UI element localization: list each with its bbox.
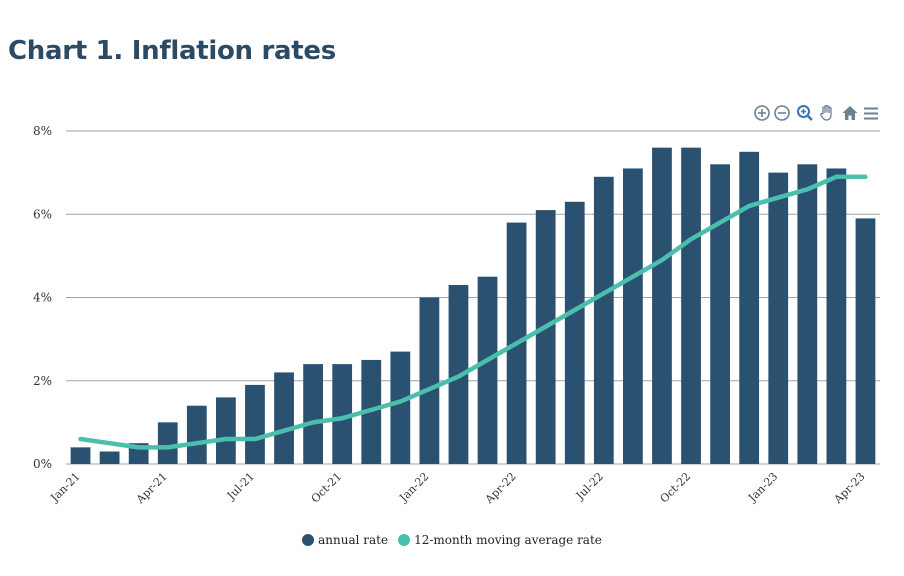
x-axis-ticks: Jan-21 Apr-21 Jul-21 Oct-21 Jan-22 Apr-22 Jul-… [47,470,867,507]
x-tick-label: Oct-22 [658,470,694,506]
bar [419,297,440,464]
y-axis-ticks: 0% 2% 4% 6% 8% [33,124,52,471]
line-series-moving-average [78,174,868,450]
bar [681,147,701,464]
home-reset-icon[interactable] [840,103,860,123]
bar [216,397,236,464]
bar [186,405,207,464]
menu-icon[interactable] [861,103,881,123]
legend-item-annual-rate[interactable]: annual rate [302,533,388,547]
bar [99,451,120,464]
bar [477,276,498,464]
bar [768,172,789,464]
x-tick-label: Jul-21 [224,470,257,503]
pan-hand-icon[interactable] [817,103,837,123]
bar [739,151,760,464]
chart-legend: annual rate 12-month moving average rate [0,533,904,547]
bar [274,372,294,464]
bar [710,164,730,465]
bar [593,176,614,464]
legend-marker-annual-rate [302,534,315,546]
legend-label-moving-average: 12-month moving average rate [414,533,602,547]
bar [245,384,265,464]
bar [157,422,178,464]
x-tick-label: Oct-21 [309,470,345,506]
x-tick-label: Apr-21 [133,470,170,507]
bar [332,364,353,464]
x-tick-label: Jan-22 [396,470,431,505]
zoom-out-icon[interactable] [772,103,792,123]
y-tick-label: 2% [33,374,52,388]
x-tick-label: Jul-22 [573,470,606,503]
x-tick-label: Jan-23 [745,470,780,505]
x-tick-label: Apr-22 [482,470,519,507]
bar [826,168,847,464]
bar [564,201,585,464]
bar [652,147,672,464]
bar [535,210,556,464]
bar [70,447,91,464]
bar [390,351,411,464]
inflation-chart: 0%2%4%6%8% Jan-21 Apr-21 Jul-21 Oct-21 Jan-2… [33,124,880,507]
y-tick-label: 0% [33,457,52,471]
bar [797,164,818,465]
bar [623,168,643,464]
legend-item-moving-average[interactable]: 12-month moving average rate [398,533,602,547]
y-tick-label: 8% [33,124,52,138]
y-tick-label: 6% [33,207,52,221]
x-tick-label: Jan-21 [47,470,82,505]
moving-average-line [78,174,868,450]
legend-label-annual-rate: annual rate [318,533,389,547]
chart-title: Chart 1. Inflation rates [8,36,336,66]
bar [303,364,323,464]
bar [855,218,876,464]
y-tick-label: 4% [33,291,52,305]
legend-marker-moving-average [398,534,411,546]
bar-series-annual-rate [70,147,876,465]
selection-zoom-icon[interactable] [795,103,815,123]
zoom-in-icon[interactable] [752,103,772,123]
x-tick-label: Apr-23 [831,470,868,507]
